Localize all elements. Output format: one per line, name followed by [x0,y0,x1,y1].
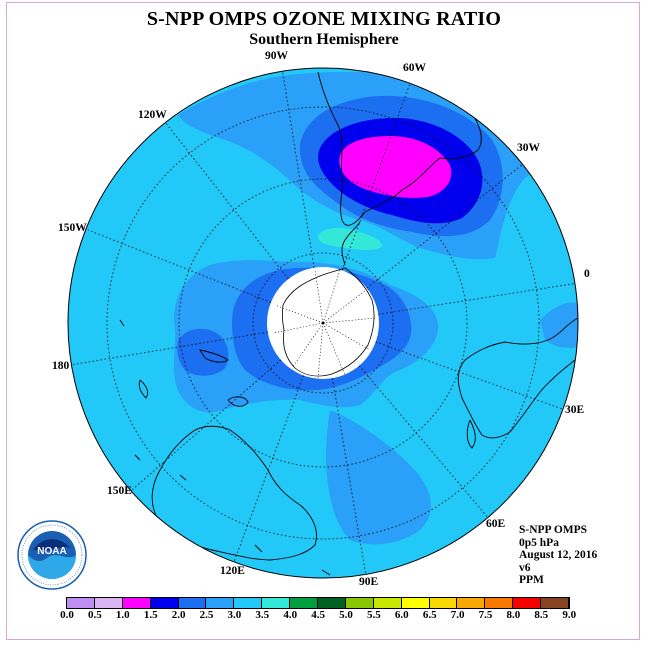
colorbar-tick-label: 4.5 [311,609,325,621]
south-pole-marker [321,321,325,325]
lon-label-60w: 60W [403,62,426,74]
lon-label-90e: 90E [359,576,379,588]
latitude-circles [106,106,540,540]
colorbar-swatch [122,598,151,608]
colorbar-tick-label: 3.0 [227,609,242,621]
colorbar-tick-label: 7.5 [478,609,493,621]
colorbar-tick-label: 4.0 [283,609,298,621]
logo-text: NOAA [37,546,66,557]
coastlines [119,71,578,576]
colorbar-swatch [485,598,514,608]
colorbar-swatch [318,598,346,608]
contour-level-1-0 [339,136,452,198]
colorbar-tick-label: 1.5 [143,609,158,621]
colorbar-tick-label: 6.5 [422,609,437,621]
info-block: S-NPP OMPS 0p5 hPa August 12, 2016 v6 PP… [519,524,597,587]
chart-subtitle: Southern Hemisphere [249,31,399,48]
lon-label-150w: 150W [58,222,87,234]
lon-label-90w: 90W [265,50,288,62]
colorbar-tick-label: 9.0 [562,609,577,621]
colorbar-swatch [345,598,374,608]
colorbar-tick-label: 8.0 [506,609,521,621]
colorbar-swatch [206,598,235,608]
colorbar-swatch [94,598,123,608]
colorbar-tick-label: 5.0 [339,609,353,621]
info-instrument: S-NPP OMPS [519,524,588,536]
colorbar [66,597,571,609]
noaa-logo-icon: NOAA [17,520,87,590]
colorbar-tick-label: 5.5 [367,609,381,621]
colorbar-swatch [234,598,263,608]
colorbar-tick-label: 2.0 [171,609,186,621]
lon-label-120e: 120E [220,565,245,577]
lon-label-30e: 30E [565,404,585,416]
lon-label-120w: 120W [138,109,167,121]
pole-meridians [272,269,377,379]
colorbar-tick-label: 3.5 [255,609,270,621]
colorbar-tick-label: 0.0 [60,609,74,621]
colorbar-swatch [262,598,291,608]
colorbar-swatch [429,598,458,608]
info-date: August 12, 2016 [519,549,598,562]
colorbar-swatch [513,598,542,608]
colorbar-swatch [541,598,570,608]
contour-teal-patch [317,227,382,250]
plot-frame [6,2,640,640]
colorbar-tick-label: 6.0 [394,609,409,621]
colorbar-swatch [290,598,319,608]
lon-label-30w: 30W [517,142,540,154]
meridian-lines [69,68,578,577]
lon-label-150e: 150E [107,485,132,497]
info-units: PPM [519,574,544,587]
chart-title: S-NPP OMPS OZONE MIXING RATIO [146,8,502,30]
colorbar-swatch [457,598,486,608]
colorbar-swatch [373,598,402,608]
colorbar-tick-label: 0.5 [88,609,102,621]
lon-label-0: 0 [584,268,590,280]
lon-label-60e: 60E [486,518,506,530]
antarctica-coastline [281,267,375,377]
info-version: v6 [519,561,531,574]
contour-band-east [540,302,578,348]
colorbar-swatch [67,598,95,608]
colorbar-swatch [401,598,430,608]
colorbar-tick-label: 2.5 [199,609,214,621]
map-border [67,67,579,579]
colorbar-swatch [178,598,207,608]
colorbar-tick-label: 8.5 [534,609,549,621]
lon-label-180: 180 [52,360,70,372]
colorbar-tick-label: 1.0 [115,609,130,621]
colorbar-tick-label: 7.0 [450,609,465,621]
contour-band-south [326,410,431,545]
info-level: 0p5 hPa [519,536,559,549]
colorbar-swatch [150,598,179,608]
